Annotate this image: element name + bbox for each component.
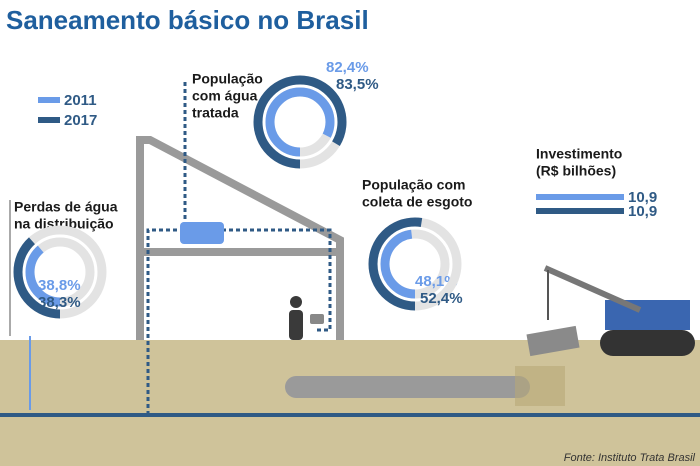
value-label: 52,4% bbox=[420, 290, 463, 307]
chart-title: tratada bbox=[192, 105, 239, 121]
chart-title: Perdas de água bbox=[14, 199, 118, 215]
value-label: 10,9 bbox=[628, 203, 657, 220]
value-label: 38,3% bbox=[38, 294, 81, 311]
bar bbox=[536, 194, 624, 200]
bar bbox=[536, 208, 624, 214]
title: Saneamento básico no Brasil bbox=[6, 5, 369, 35]
water-pipes bbox=[146, 82, 332, 415]
chart-title: Investimento bbox=[536, 146, 622, 162]
donut-arc bbox=[13, 225, 107, 319]
value-label: 82,4% bbox=[326, 59, 369, 76]
donut-arc bbox=[380, 229, 450, 299]
value-label: 10,9 bbox=[628, 189, 657, 206]
chart-title: na distribuição bbox=[14, 216, 114, 232]
legend-swatch bbox=[38, 97, 60, 103]
donut-arc bbox=[265, 87, 335, 157]
water-tank bbox=[180, 222, 224, 244]
chart-title: População bbox=[192, 71, 263, 87]
legend-label: 2017 bbox=[64, 112, 97, 129]
value-label: 38,8% bbox=[38, 277, 81, 294]
crane bbox=[526, 265, 695, 357]
ground bbox=[0, 340, 700, 466]
chart-title: com água bbox=[192, 88, 258, 104]
value-label: 83,5% bbox=[336, 76, 379, 93]
donut-arc bbox=[368, 217, 462, 311]
chart-title: População com bbox=[362, 177, 465, 193]
sewer-pipe bbox=[285, 376, 530, 398]
trench bbox=[515, 366, 565, 406]
worker bbox=[289, 296, 324, 340]
donut-arc bbox=[253, 75, 347, 169]
source: Fonte: Instituto Trata Brasil bbox=[564, 452, 696, 464]
house bbox=[136, 136, 344, 340]
legend-label: 2011 bbox=[64, 92, 97, 109]
legend-swatch bbox=[38, 117, 60, 123]
chart-title: (R$ bilhões) bbox=[536, 163, 616, 179]
donut-arc bbox=[25, 237, 95, 307]
chart-title: coleta de esgoto bbox=[362, 194, 472, 210]
